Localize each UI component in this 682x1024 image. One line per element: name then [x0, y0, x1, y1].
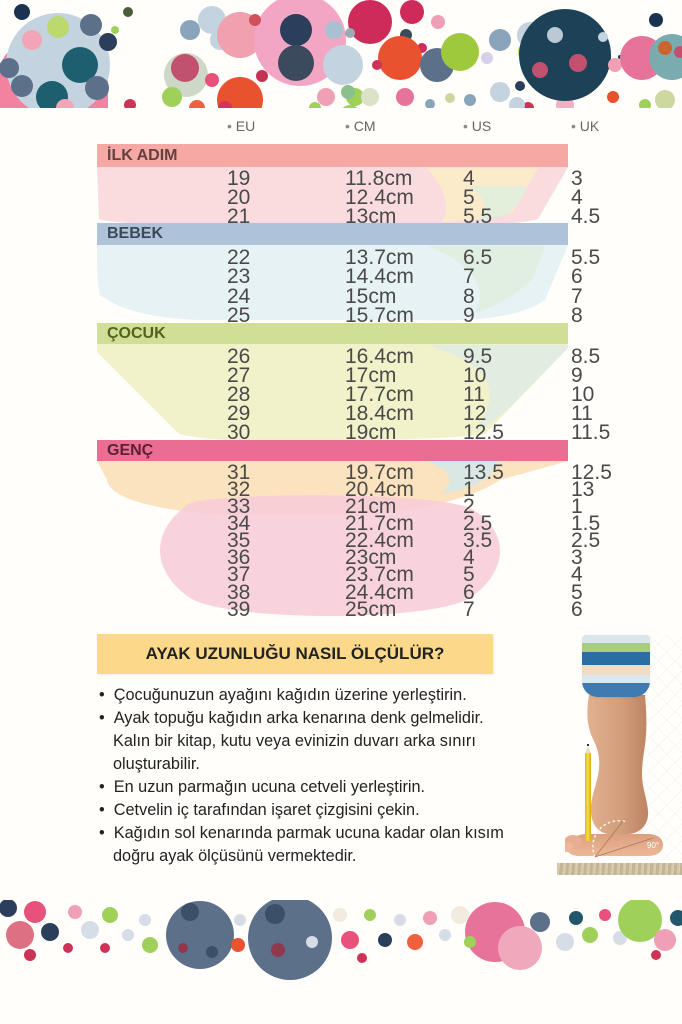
- svg-text:90°: 90°: [647, 841, 659, 850]
